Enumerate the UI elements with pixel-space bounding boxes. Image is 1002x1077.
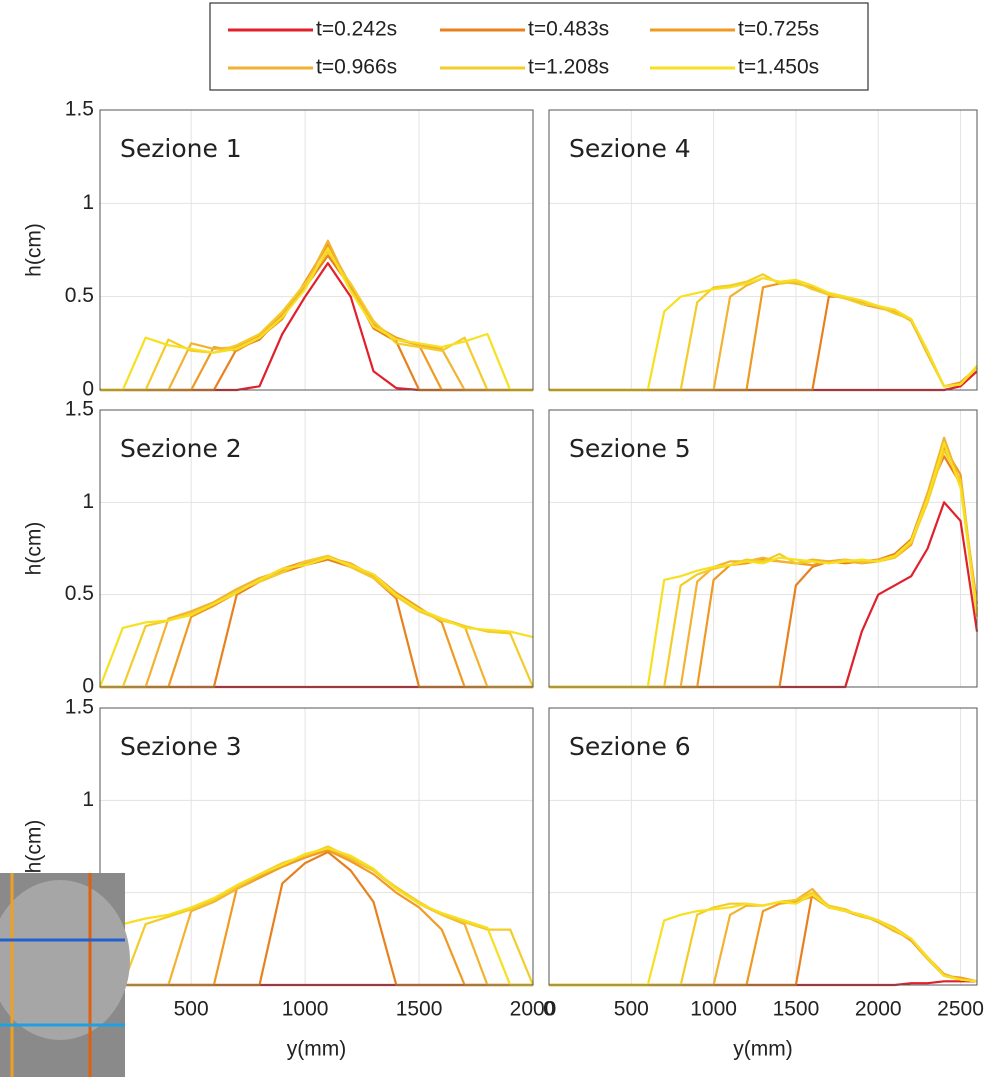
plot-frame (548, 707, 978, 986)
series-line (98, 556, 534, 688)
series-line (100, 247, 533, 392)
x-tick-label: 500 (174, 998, 209, 1021)
y-tick-label: 0.5 (65, 582, 94, 605)
legend-label: t=0.483s (528, 18, 609, 41)
panel-title: Sezione 2 (120, 434, 242, 463)
x-tick-label: 1500 (773, 998, 820, 1021)
plot-area (549, 110, 977, 390)
series-line (99, 847, 533, 987)
x-tick-label: 1500 (396, 998, 443, 1021)
x-tick-label: 2000 (510, 998, 557, 1021)
y-tick-label: 1 (82, 490, 94, 513)
y-tick-label: 0 (82, 378, 94, 401)
x-axis-label: y(mm) (287, 1038, 346, 1061)
plot-frame (548, 409, 978, 688)
plot-frame (99, 707, 534, 986)
y-axis-label: h(cm) (23, 522, 46, 576)
x-axis-label: y(mm) (733, 1038, 792, 1061)
y-tick-label: 0 (82, 675, 94, 698)
legend-label: t=0.242s (316, 18, 397, 41)
panel-title: Sezione 6 (569, 732, 691, 761)
x-tick-label: 500 (614, 998, 649, 1021)
y-tick-label: 1.5 (65, 398, 94, 421)
legend-box (209, 2, 869, 91)
x-tick-label: 2500 (937, 998, 984, 1021)
legend-label: t=0.966s (316, 56, 397, 79)
y-tick-label: 1 (82, 788, 94, 811)
legend-label: t=0.725s (738, 18, 819, 41)
panel-title: Sezione 3 (120, 732, 242, 761)
inset-shape (0, 880, 130, 1040)
legend-label: t=1.450s (738, 56, 819, 79)
panel-title: Sezione 4 (569, 134, 691, 163)
plot-frame (99, 109, 534, 391)
plot-area (100, 410, 533, 687)
x-tick-label: 1000 (690, 998, 737, 1021)
y-tick-label: 0.5 (65, 284, 94, 307)
x-tick-label: 2000 (855, 998, 902, 1021)
y-tick-label: 1 (82, 191, 94, 214)
x-tick-label: 1000 (282, 998, 329, 1021)
panel-title: Sezione 1 (120, 134, 242, 163)
inset-photo (0, 873, 130, 1077)
panel-title: Sezione 5 (569, 434, 691, 463)
plot-area (549, 708, 977, 985)
legend-label: t=1.208s (528, 56, 609, 79)
plot-area (100, 708, 533, 985)
plot-frame (548, 109, 978, 391)
y-tick-label: 1.5 (65, 98, 94, 121)
series-line (100, 239, 533, 392)
y-axis-label: h(cm) (23, 223, 46, 277)
y-tick-label: 1.5 (65, 696, 94, 719)
x-tick-label: 0 (543, 998, 555, 1021)
plot-frame (99, 409, 534, 688)
y-axis-label: h(cm) (23, 820, 46, 874)
